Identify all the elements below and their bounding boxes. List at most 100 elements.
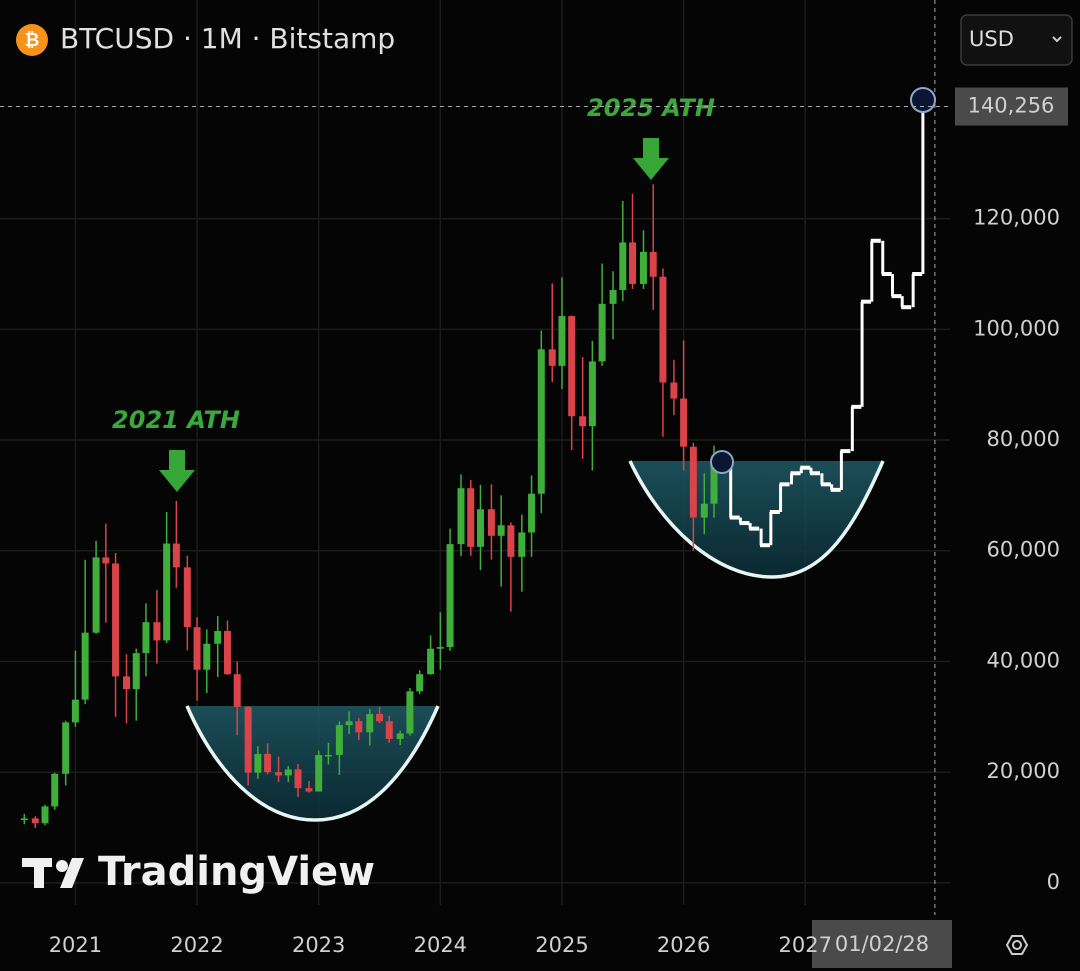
coin-symbol: ₿ — [25, 30, 40, 51]
chevron — [1052, 36, 1062, 43]
candle-body — [497, 525, 505, 536]
projection-step — [891, 294, 902, 299]
candle-body — [71, 699, 79, 723]
candle-body — [233, 674, 241, 707]
crosshair-date-box — [812, 920, 952, 968]
candle-body — [183, 567, 191, 628]
candle-body — [507, 525, 515, 557]
candle-body — [193, 627, 201, 670]
candle-body — [446, 544, 454, 648]
candle-body — [294, 769, 302, 789]
candle-body — [81, 632, 89, 700]
chart-title: BTCUSD · 1M · Bitstamp — [60, 22, 395, 55]
y-tick-label: 80,000 — [987, 427, 1060, 451]
candle-body — [366, 714, 374, 733]
candle-body — [132, 653, 140, 690]
candle-body — [123, 676, 131, 690]
candle-body — [275, 772, 283, 776]
watermark-logo — [22, 858, 84, 888]
annotation: 2025 ATH — [587, 94, 715, 122]
candle-body — [305, 788, 313, 792]
x-tick-label: 2024 — [414, 933, 467, 957]
candle-body — [609, 290, 617, 304]
y-tick-label: 60,000 — [987, 538, 1060, 562]
candle-body — [345, 721, 353, 726]
candle-body — [112, 563, 120, 677]
currency-label[interactable]: USD — [969, 27, 1014, 51]
y-tick-label: 20,000 — [987, 759, 1060, 783]
projection-step — [790, 471, 801, 476]
y-tick-label: 40,000 — [987, 648, 1060, 672]
candle-body — [639, 251, 647, 284]
settings-icon[interactable] — [1005, 935, 1029, 955]
marker — [910, 87, 936, 113]
candle-body — [264, 753, 272, 773]
candle-body — [406, 691, 414, 734]
cup-curve — [185, 705, 440, 822]
x-tick-label: 2021 — [49, 933, 102, 957]
candle-body — [31, 818, 39, 824]
candle-body — [324, 754, 332, 757]
candle-body — [680, 398, 688, 447]
cup-curve — [628, 460, 885, 579]
candle-body — [629, 242, 637, 284]
candle-body — [20, 818, 28, 821]
settings-icon-center — [1012, 940, 1022, 950]
candle-body — [376, 714, 384, 722]
candle-body — [476, 509, 484, 547]
projection-step — [779, 482, 790, 487]
x-tick-label: 2022 — [170, 933, 223, 957]
candle-body — [203, 643, 211, 670]
projection-step — [760, 543, 771, 548]
candle-body — [385, 721, 393, 739]
projection-step — [840, 449, 851, 454]
candle-body — [436, 647, 444, 649]
projection-step — [881, 271, 892, 276]
candle-body — [284, 769, 292, 776]
projection-step — [739, 521, 750, 526]
candle-body — [427, 648, 435, 675]
x-tick-label: 2025 — [535, 933, 588, 957]
candle-body — [518, 532, 526, 557]
candle-body — [700, 503, 708, 518]
candle-body — [142, 622, 150, 654]
candle-body — [487, 509, 495, 536]
crosshair-date: 01/02/28 — [835, 932, 929, 956]
candle-body — [92, 557, 100, 633]
candle-body — [457, 488, 465, 545]
arrow — [633, 138, 669, 180]
y-tick-label: 0 — [1047, 870, 1060, 894]
currency-button[interactable] — [960, 14, 1073, 66]
candle-body — [254, 753, 262, 773]
y-tick-label: 100,000 — [973, 316, 1060, 340]
candle-body — [355, 721, 363, 733]
candle-body — [619, 242, 627, 291]
projection-step — [729, 515, 740, 520]
projection-step — [820, 482, 831, 487]
coin-icon — [16, 24, 48, 56]
x-tick-label: 2027 — [779, 933, 832, 957]
projection-step — [749, 526, 760, 531]
candle-body — [335, 725, 343, 755]
arrow — [159, 450, 195, 492]
candle-body — [396, 733, 404, 739]
candle-body — [710, 464, 718, 504]
y-tick-label: 120,000 — [973, 206, 1060, 230]
candle-body — [41, 806, 49, 824]
x-tick-label: 2023 — [292, 933, 345, 957]
candle-body — [467, 488, 475, 547]
candle-body — [649, 251, 657, 277]
candle-body — [416, 674, 424, 692]
candle-body — [102, 557, 110, 564]
candle-body — [558, 316, 566, 366]
candle-body — [153, 622, 161, 641]
candle-body — [537, 349, 545, 494]
projection-step — [901, 305, 912, 310]
last-price-box — [955, 87, 1068, 126]
projection-step — [800, 465, 811, 470]
projection-step — [851, 404, 862, 409]
candle-body — [172, 543, 180, 568]
x-tick-label: 2026 — [657, 933, 710, 957]
